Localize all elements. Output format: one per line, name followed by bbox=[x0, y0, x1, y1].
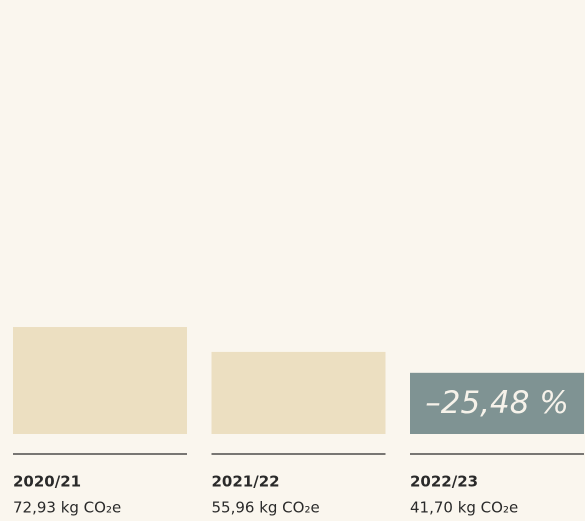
category-label: 2022/23 bbox=[410, 473, 478, 491]
value-label: 41,70 kg CO₂e bbox=[410, 499, 518, 517]
bar bbox=[410, 372, 584, 434]
category-label: 2021/22 bbox=[212, 473, 280, 491]
category-label: 2020/21 bbox=[13, 473, 81, 491]
value-label: 55,96 kg CO₂e bbox=[212, 499, 320, 517]
bar bbox=[13, 327, 187, 434]
value-label: 72,93 kg CO₂e bbox=[13, 499, 121, 517]
bar bbox=[211, 351, 386, 434]
annotation: –25,48 % bbox=[425, 385, 569, 421]
